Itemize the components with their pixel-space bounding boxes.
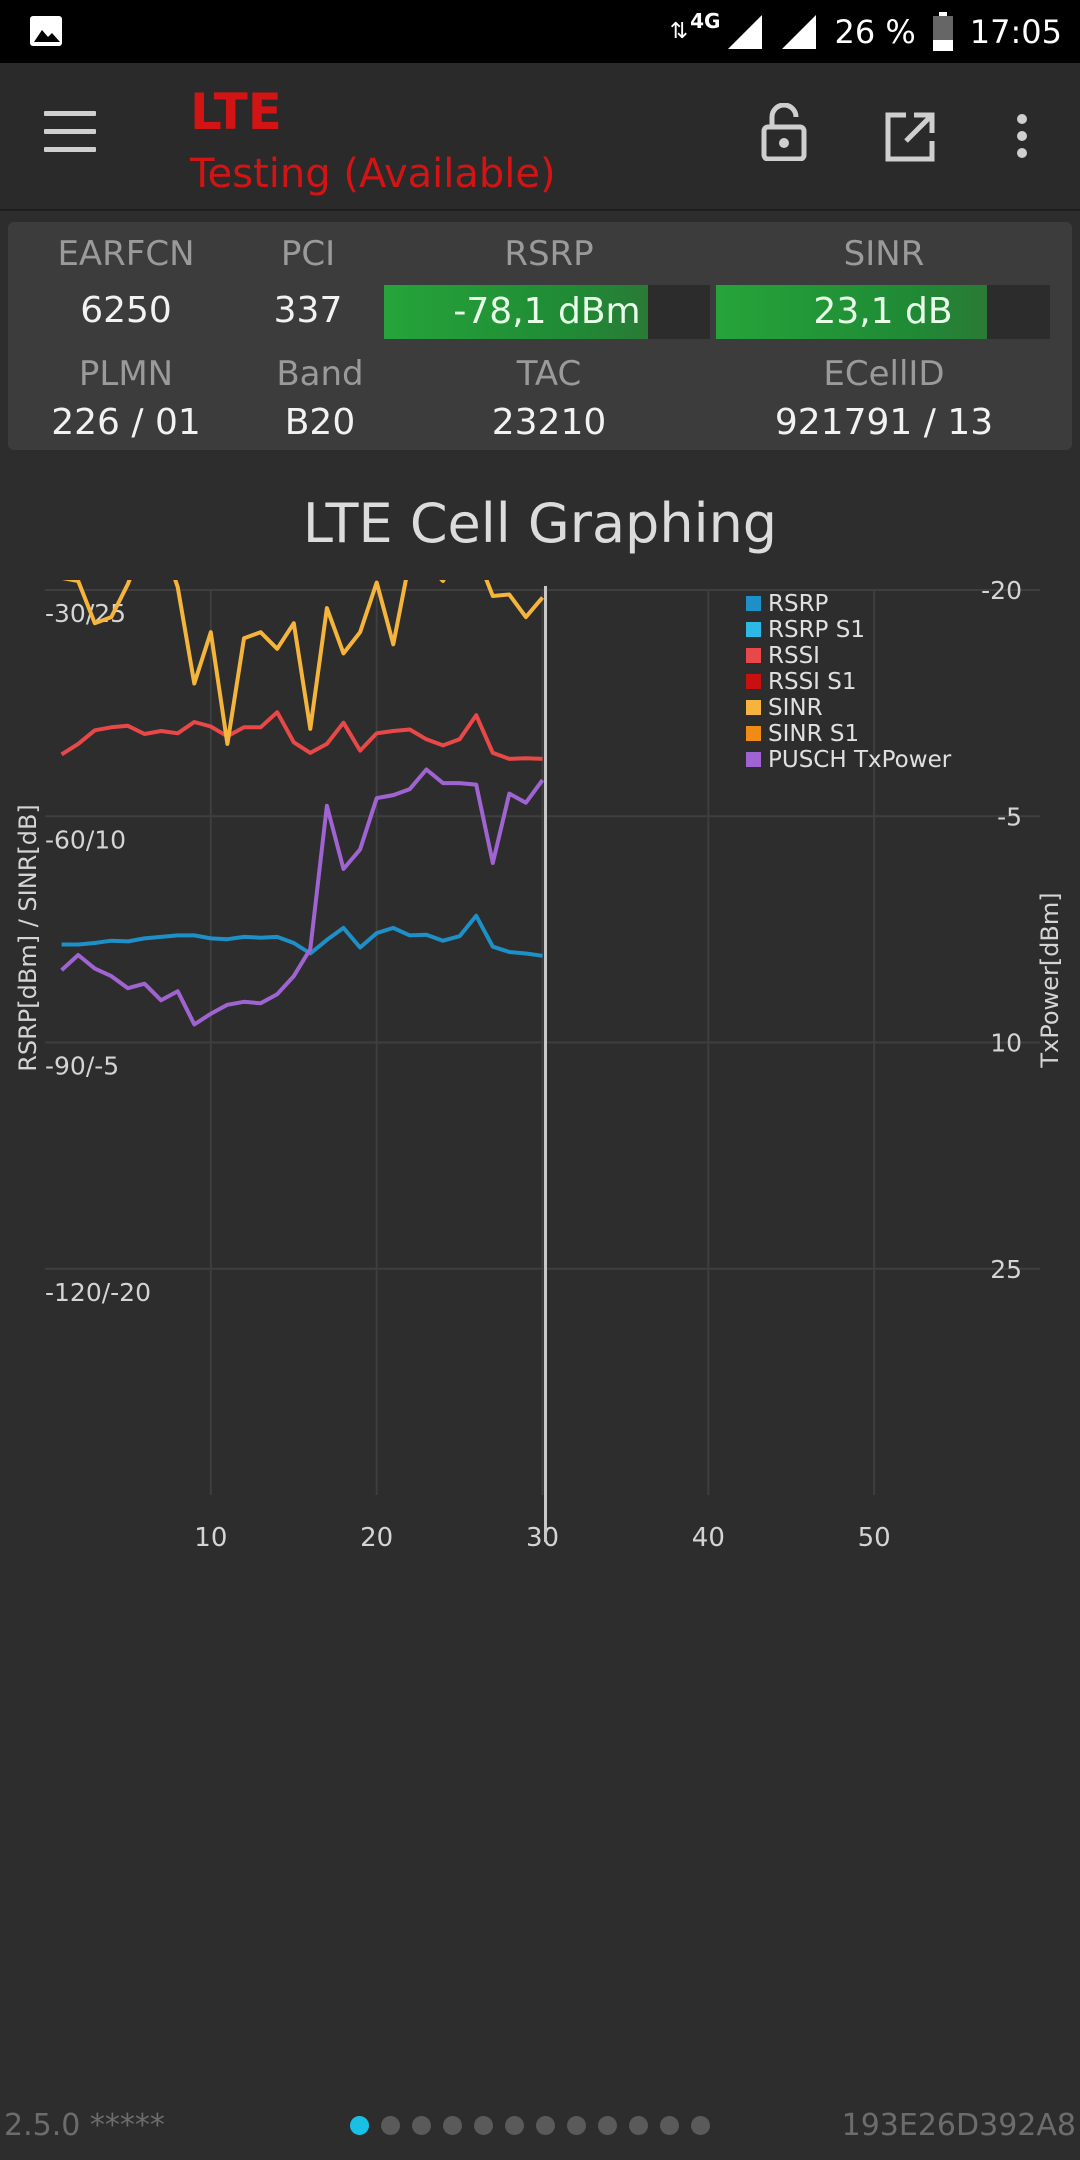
page-dot[interactable]: [660, 2116, 679, 2135]
pci-label: PCI: [280, 234, 336, 274]
signal-icon: [728, 14, 763, 49]
x-tick-label: 30: [526, 1523, 559, 1553]
earfcn-label: EARFCN: [57, 234, 195, 274]
more-vert-icon[interactable]: [1014, 113, 1030, 163]
legend-swatch: [746, 726, 761, 741]
app-bar: LTE Testing (Available): [0, 63, 1080, 211]
tac-value: 23210: [491, 402, 607, 443]
y-tick-label-right: -20: [981, 580, 1022, 605]
y-tick-label-right: 10: [990, 1029, 1022, 1058]
lock-open-icon[interactable]: [760, 102, 808, 165]
page-indicator[interactable]: [350, 2116, 710, 2135]
plmn-value: 226 / 01: [51, 402, 201, 443]
series-line: [61, 913, 543, 958]
legend-swatch: [746, 648, 761, 663]
page-dot[interactable]: [536, 2116, 555, 2135]
lte-chart[interactable]: 10 20 30 40 50-30/25-60/10-90/-5-120/-20-20-…: [0, 580, 1080, 1560]
sinr-label: SINR: [843, 234, 925, 274]
legend-swatch: [746, 596, 761, 611]
sinr-meter-fill: [716, 285, 987, 339]
ecellid-label: ECellID: [823, 354, 945, 394]
y-tick-label-left: -90/-5: [45, 1052, 119, 1081]
series-line: [60, 767, 545, 1027]
y-axis-title-right: TxPower[dBm]: [1036, 892, 1064, 1068]
ecellid-value: 921791 / 13: [774, 402, 994, 443]
x-tick-label: 10: [194, 1523, 227, 1553]
network-type: 4G: [690, 8, 721, 33]
legend-swatch: [746, 622, 761, 637]
legend-swatch: [746, 752, 761, 767]
page-dot[interactable]: [350, 2116, 369, 2135]
page-dot[interactable]: [443, 2116, 462, 2135]
device-id: 193E26D392A8: [841, 2108, 1076, 2143]
page-dot[interactable]: [598, 2116, 617, 2135]
y-tick-label-left: -60/10: [45, 825, 126, 854]
app-version: 2.5.0 *****: [4, 2108, 165, 2143]
tac-label: TAC: [516, 354, 582, 394]
y-tick-label-left: -120/-20: [45, 1278, 151, 1307]
page-dot[interactable]: [412, 2116, 431, 2135]
legend-swatch: [746, 700, 761, 715]
series-line: [60, 710, 543, 761]
legend-label: RSRP: [768, 591, 829, 617]
pci-value: 337: [273, 290, 343, 331]
y-axis-title-left: RSRP[dBm] / SINR[dB]: [14, 804, 42, 1072]
earfcn-value: 6250: [80, 290, 172, 331]
signal-icon: [782, 14, 817, 49]
x-tick-label: 20: [360, 1523, 393, 1553]
image-icon: [28, 12, 68, 56]
legend-label: RSSI S1: [768, 669, 857, 695]
page-dot[interactable]: [505, 2116, 524, 2135]
app-subtitle: Testing (Available): [190, 151, 556, 197]
page-dot[interactable]: [381, 2116, 400, 2135]
open-external-icon[interactable]: [884, 111, 936, 167]
battery-icon: [932, 11, 953, 51]
band-label: Band: [276, 354, 364, 394]
rsrp-meter: -78,1 dBm: [384, 285, 710, 339]
legend-swatch: [746, 674, 761, 689]
sinr-value: 23,1 dB: [813, 291, 953, 332]
page-dot[interactable]: [474, 2116, 493, 2135]
battery-percent: 26 %: [834, 12, 916, 51]
legend-label: PUSCH TxPower: [768, 747, 952, 773]
legend-label: RSRP S1: [768, 617, 865, 643]
plmn-label: PLMN: [78, 354, 174, 394]
y-tick-label-right: 25: [990, 1255, 1022, 1284]
x-tick-label: 50: [858, 1523, 891, 1553]
legend-label: SINR S1: [768, 721, 859, 747]
band-value: B20: [284, 402, 356, 443]
page-dot[interactable]: [629, 2116, 648, 2135]
data-arrows-icon: ⇅: [669, 19, 689, 44]
y-tick-label-right: -5: [997, 802, 1022, 831]
graph-title: LTE Cell Graphing: [302, 492, 778, 555]
status-bar: ⇅ 4G 26 % 17:05: [0, 0, 1080, 63]
app-title: LTE: [190, 83, 282, 141]
menu-icon[interactable]: [44, 111, 96, 155]
cell-info-panel: EARFCN PCI RSRP SINR 6250 337 -78,1 dBm …: [8, 222, 1072, 450]
page-dot[interactable]: [691, 2116, 710, 2135]
series-line: [61, 580, 545, 746]
rsrp-meter-fill: [384, 285, 649, 339]
rsrp-label: RSRP: [504, 234, 594, 274]
legend-label: RSSI: [768, 643, 820, 669]
sinr-meter: 23,1 dB: [716, 285, 1050, 339]
page-dot[interactable]: [567, 2116, 586, 2135]
rsrp-value: -78,1 dBm: [453, 291, 641, 332]
clock: 17:05: [969, 12, 1062, 51]
x-tick-label: 40: [692, 1523, 725, 1553]
legend-label: SINR: [768, 695, 823, 721]
